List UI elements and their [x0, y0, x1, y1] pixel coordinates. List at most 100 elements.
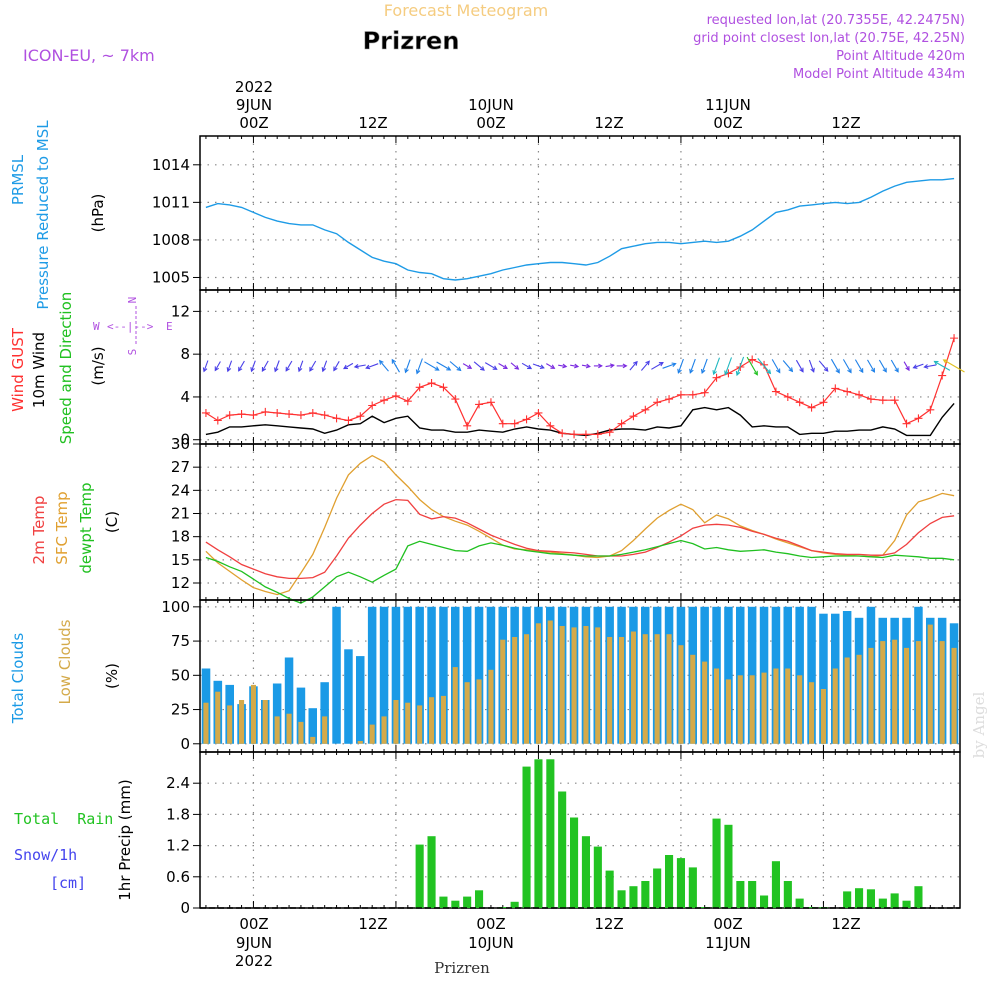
rain-bar — [558, 791, 567, 908]
total-cloud-bar — [736, 606, 745, 744]
gust-marker — [641, 405, 650, 414]
wind-direction-arrowhead — [202, 367, 208, 373]
wind-direction-arrow — [701, 358, 708, 374]
day-bottom-1: 9JUN — [236, 934, 272, 952]
wind-direction-arrow — [203, 360, 209, 372]
rain-bar — [843, 891, 852, 908]
gust-marker — [201, 408, 210, 417]
compass-legend: W <--|--> E N S — [93, 297, 173, 356]
wind-direction-arrow — [808, 359, 815, 372]
wind-direction-arrow — [532, 363, 544, 369]
hour-bottom-4: 12Z — [594, 915, 623, 933]
wind-direction-arrowhead — [391, 358, 397, 364]
wind-direction-arrowhead — [342, 364, 349, 370]
wind-direction-arrow — [558, 364, 567, 368]
wind-direction-arrowhead — [799, 367, 804, 373]
footer-location: Prizren — [434, 959, 490, 977]
rain-bar — [676, 858, 685, 908]
low-cloud-bar — [844, 657, 850, 744]
wind-direction-arrowhead — [404, 368, 409, 374]
hour-bottom-1: 00Z — [239, 915, 268, 933]
rain-bar — [890, 893, 899, 908]
wind-direction-arrow — [903, 361, 910, 371]
low-cloud-bar — [892, 639, 898, 744]
gust-marker — [534, 408, 543, 417]
wind-direction-arrow — [436, 361, 451, 371]
total-cloud-bar — [819, 613, 828, 744]
low-cloud-bar — [927, 624, 933, 744]
wind-direction-arrow — [782, 360, 793, 372]
gust-marker — [593, 430, 602, 439]
ytick-label-temperature-2: 18 — [171, 528, 190, 546]
wind-direction-arrow — [298, 360, 304, 372]
wind-direction-arrowhead — [261, 366, 267, 373]
gust-marker — [831, 384, 840, 393]
gust-marker — [795, 398, 804, 407]
wind-direction-arrow — [605, 364, 614, 368]
wind-direction-arrow — [736, 356, 745, 376]
wind-direction-arrow — [913, 363, 924, 369]
low-cloud-bar — [500, 639, 506, 744]
total-cloud-bar — [320, 682, 329, 744]
wind-direction-arrowhead — [238, 366, 243, 372]
wind-direction-arrowhead — [502, 364, 508, 369]
rain-bar — [866, 889, 875, 908]
wind-direction-arrow — [227, 360, 233, 372]
gust-marker — [700, 388, 709, 397]
low-cloud-bar — [856, 654, 862, 744]
low-cloud-bar — [749, 675, 755, 744]
total-cloud-bar — [795, 606, 804, 744]
wind-direction-arrow — [309, 360, 317, 372]
wind-direction-arrow — [830, 358, 840, 373]
temp-label-3: dewpt Temp — [77, 482, 95, 573]
hour-bottom-2: 12Z — [358, 915, 387, 933]
gust-marker — [356, 412, 365, 421]
low-cloud-bar — [393, 700, 399, 744]
wind-direction-arrowhead — [847, 368, 852, 374]
gust-marker — [748, 355, 757, 364]
wind-direction-arrowhead — [353, 363, 359, 369]
ytick-label-pressure-1: 1008 — [152, 231, 190, 249]
total-cloud-bar — [462, 606, 472, 744]
low-cloud-bar — [607, 637, 613, 744]
gust-marker — [296, 411, 305, 420]
low-cloud-bar — [227, 705, 233, 744]
wind-direction-arrow — [484, 362, 497, 370]
model-label: ICON-EU, ~ 7km — [23, 46, 155, 65]
subtitle: Forecast Meteogram — [384, 1, 548, 20]
low-cloud-bar — [690, 654, 696, 744]
ytick-label-temperature-0: 12 — [171, 574, 190, 592]
ytick-label-clouds-3: 75 — [171, 632, 190, 650]
hour-top-1: 00Z — [239, 114, 268, 132]
wind-direction-arrow — [214, 361, 221, 371]
rain-bar — [593, 846, 602, 908]
wind-direction-arrow — [724, 357, 733, 375]
rain-bar — [629, 886, 638, 908]
wind-direction-arrow — [343, 362, 354, 369]
compass-east: E — [166, 320, 173, 333]
low-cloud-bar — [702, 661, 708, 744]
pressure-label-1: PRMSL — [9, 154, 27, 205]
low-cloud-bar — [250, 684, 256, 744]
frame-wind — [199, 289, 961, 445]
rain-bar — [653, 868, 662, 908]
low-cloud-bar — [322, 716, 328, 744]
rain-bar — [570, 817, 579, 908]
wind-direction-arrowhead — [297, 367, 303, 373]
low-cloud-bar — [583, 626, 589, 744]
gust-marker — [273, 408, 282, 417]
wind-direction-arrowhead — [285, 366, 290, 372]
rain-bar — [902, 900, 911, 908]
gust-marker — [403, 397, 412, 406]
low-cloud-bar — [488, 669, 494, 744]
wind-direction-arrowhead — [598, 363, 603, 369]
rain-bar — [510, 901, 519, 908]
rain-bar — [546, 759, 555, 908]
low-cloud-bar — [310, 736, 316, 744]
low-cloud-bar — [417, 705, 423, 744]
rain-bar — [736, 881, 745, 908]
wind-direction-arrow — [449, 361, 461, 371]
wind-direction-arrow — [261, 360, 269, 372]
wind-direction-arrow — [746, 356, 758, 376]
